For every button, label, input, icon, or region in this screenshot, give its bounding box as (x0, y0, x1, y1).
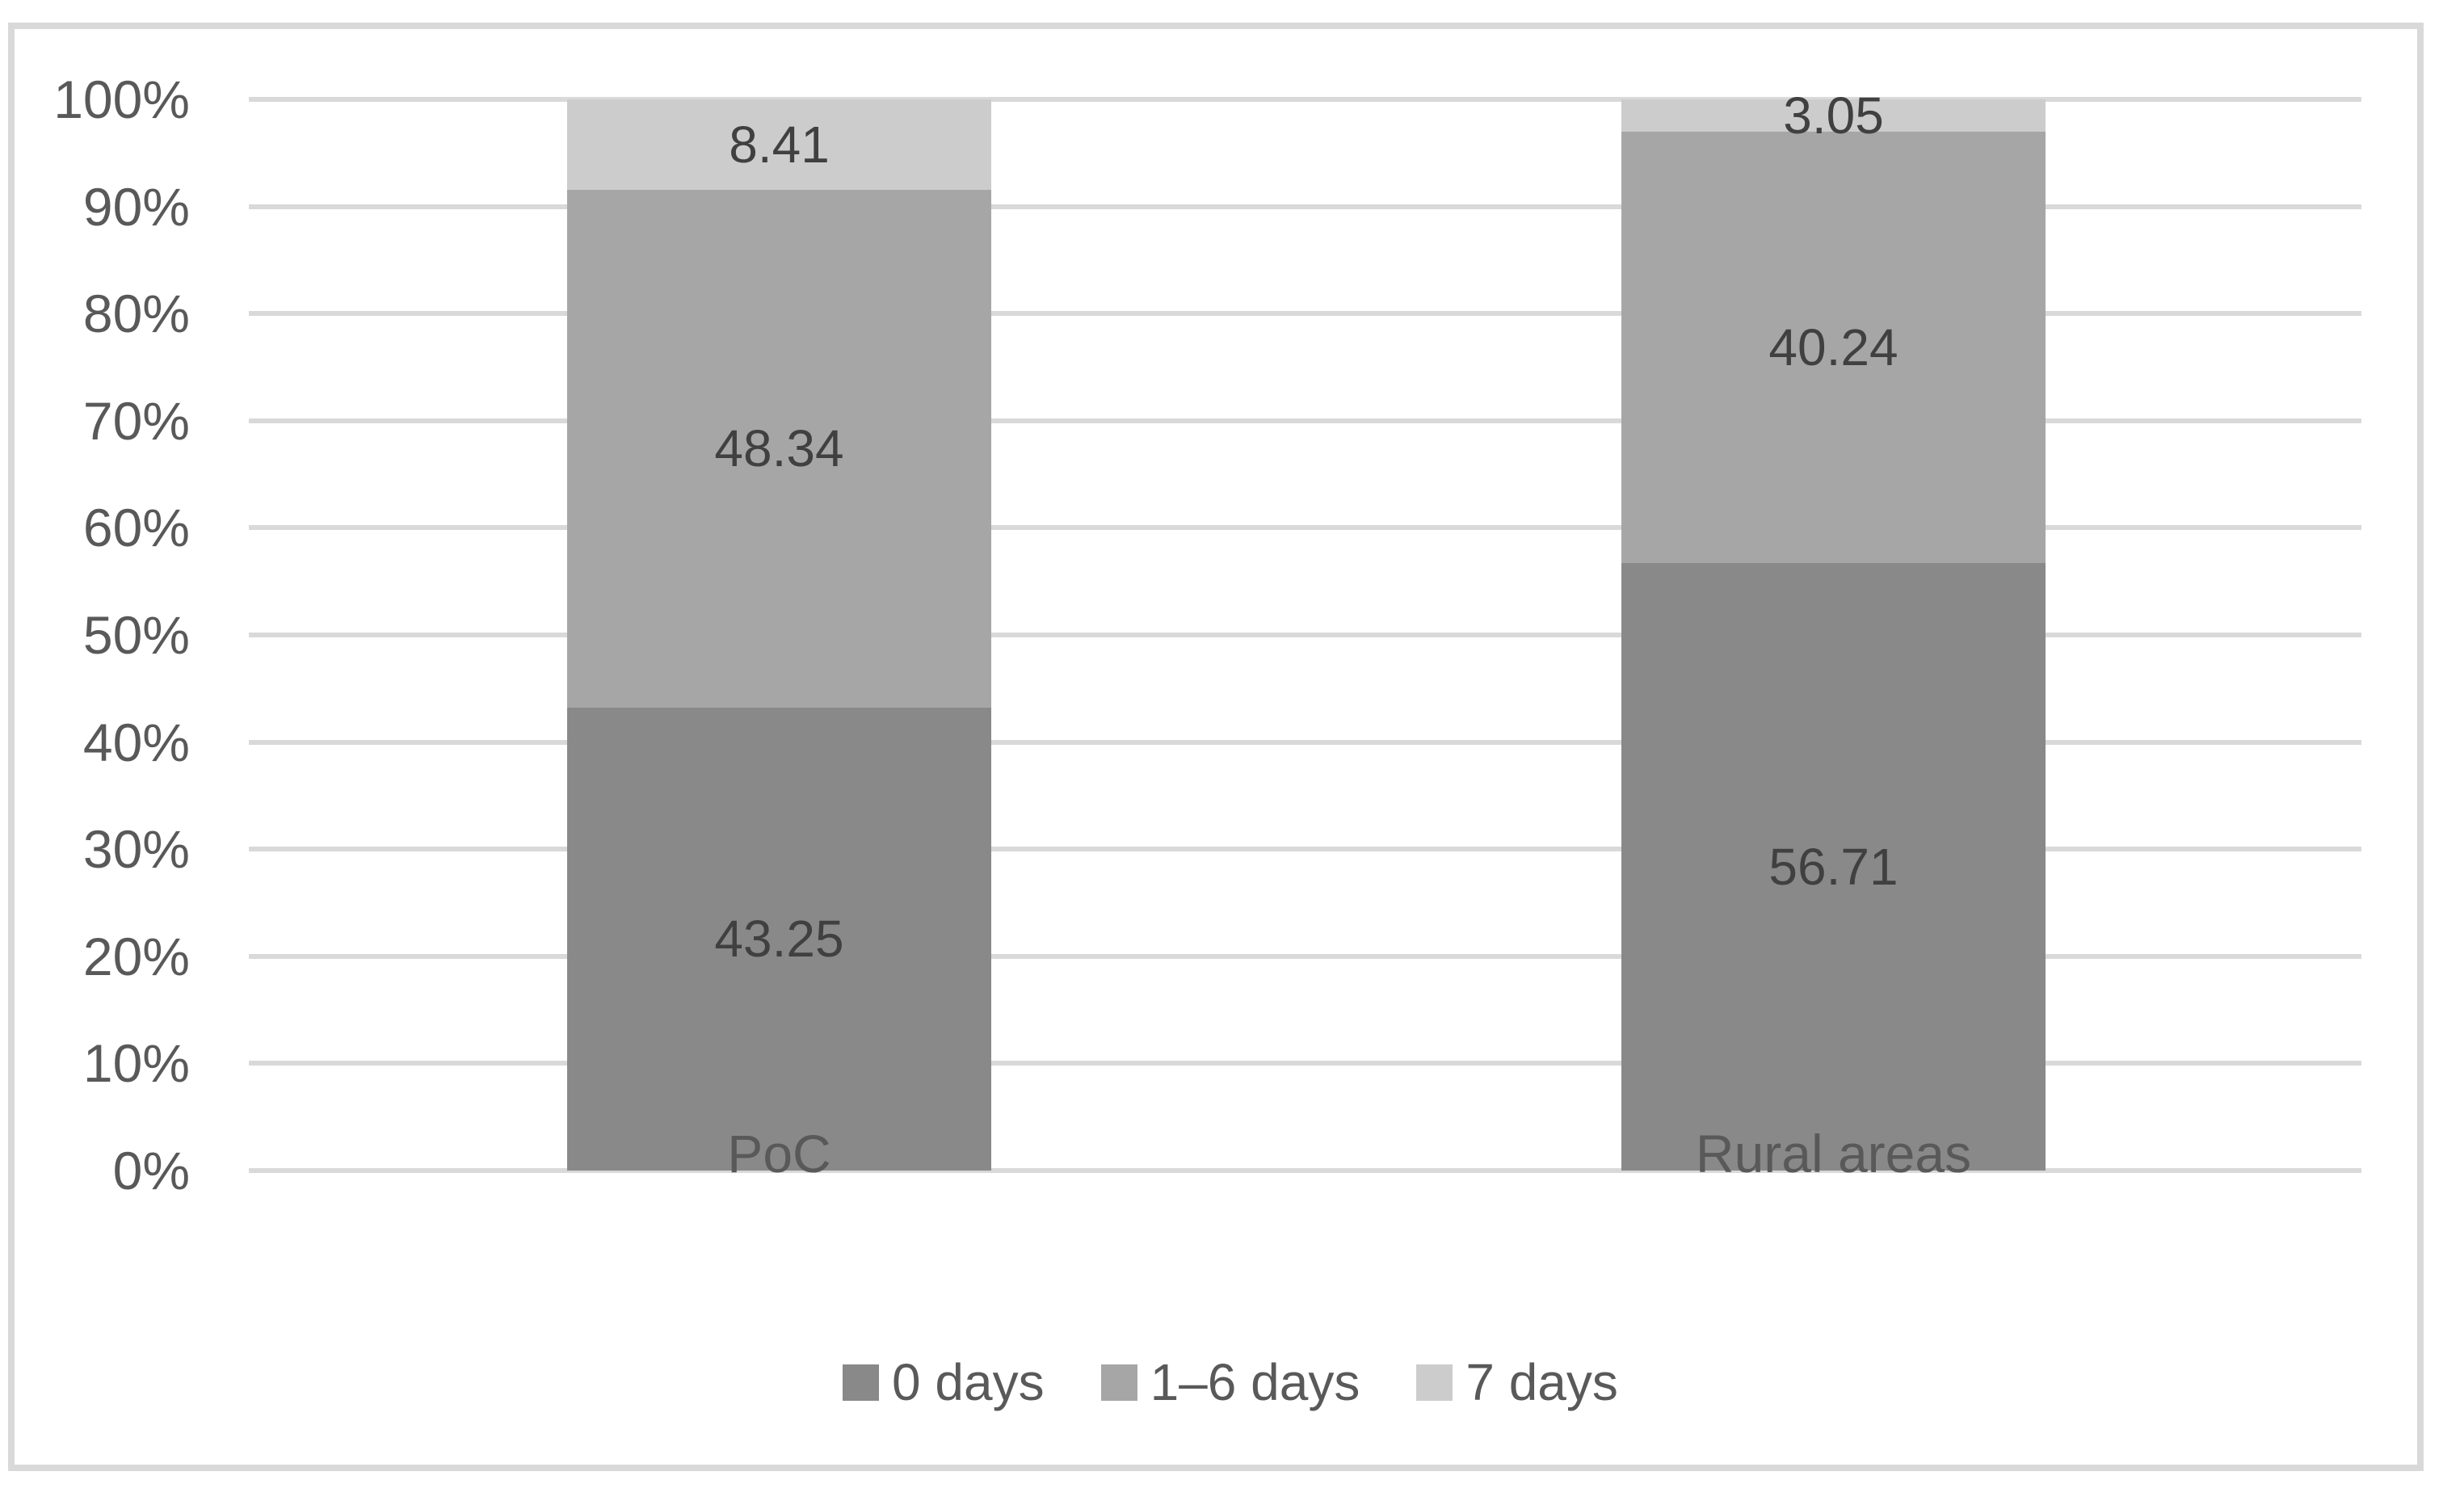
gridline (249, 739, 2361, 745)
legend-swatch-icon (1100, 1364, 1137, 1401)
y-tick-label: 10% (82, 1033, 190, 1094)
y-tick-label: 30% (82, 819, 190, 880)
gridline (249, 311, 2361, 317)
y-tick-label: 40% (82, 712, 190, 772)
bar-segment: 8.41 (567, 99, 991, 190)
legend-item: 7 days (1416, 1356, 1618, 1408)
data-label: 3.05 (1783, 86, 1884, 145)
bar-rural-areas: 56.71 40.24 3.05 (1621, 90, 2046, 1171)
y-tick-label: 80% (82, 284, 190, 344)
legend-swatch-icon (843, 1364, 879, 1401)
gridline (249, 847, 2361, 852)
legend-swatch-icon (1416, 1364, 1453, 1401)
gridline (249, 953, 2361, 959)
bar-poc: 43.25 48.34 8.41 (567, 99, 991, 1171)
data-label: 40.24 (1768, 318, 1898, 377)
gridline (249, 1168, 2361, 1173)
x-category-label: PoC (727, 1124, 831, 1183)
y-tick-label: 50% (82, 605, 190, 665)
x-category-label: Rural areas (1695, 1124, 1972, 1183)
y-tick-label: 70% (82, 390, 190, 451)
y-tick-label: 20% (82, 926, 190, 986)
legend-label: 0 days (892, 1353, 1045, 1411)
legend-item: 1–6 days (1100, 1353, 1360, 1411)
data-label: 56.71 (1768, 838, 1898, 897)
bar-segment: 3.05 (1621, 90, 2046, 141)
y-tick-label: 100% (53, 69, 190, 129)
data-label: 48.34 (714, 419, 844, 478)
gridline (249, 1061, 2361, 1066)
bar-segment: 43.25 (567, 707, 991, 1171)
y-tick-label: 90% (82, 176, 190, 237)
y-tick-label: 60% (82, 498, 190, 558)
data-label: 43.25 (714, 910, 844, 969)
legend-label: 7 days (1465, 1353, 1618, 1411)
bar-segment: 56.71 (1621, 563, 2046, 1171)
gridline (249, 204, 2361, 209)
bar-segment: 40.24 (1621, 132, 2046, 564)
y-axis-tick-labels: 0% 10% 20% 30% 40% 50% 60% 70% 80% 90% 100% (0, 69, 190, 1200)
data-label: 8.41 (729, 115, 830, 174)
gridline (249, 97, 2361, 102)
gridline (249, 525, 2361, 531)
gridline (249, 418, 2361, 423)
plot-area: 43.25 48.34 8.41 56.71 40.24 3.05 (249, 90, 2361, 1173)
legend-item: 0 days (843, 1356, 1045, 1408)
y-tick-label: 0% (112, 1141, 190, 1200)
gridline (249, 633, 2361, 637)
legend-label: 1–6 days (1150, 1353, 1360, 1411)
bar-segment: 48.34 (567, 189, 991, 708)
legend: 0 days 1–6 days 7 days (843, 1356, 1618, 1408)
